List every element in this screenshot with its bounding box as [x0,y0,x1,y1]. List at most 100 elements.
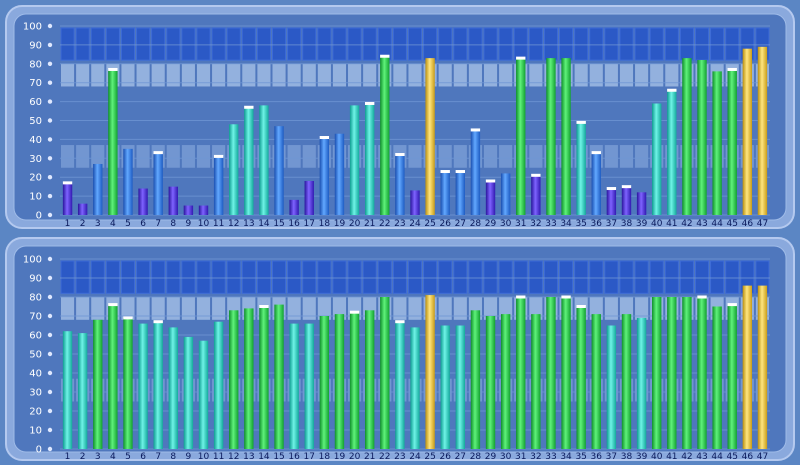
x-tick-label: 29 [485,452,497,462]
top-band-cell [453,27,468,61]
lower-tile [61,145,75,168]
top-band-cell [498,260,513,294]
bar-46 [742,285,753,449]
bar-6 [138,188,148,215]
bar-9 [183,336,194,449]
top-band-cell [710,260,725,294]
bar-cap [349,310,360,314]
top-band-cell [226,260,241,294]
top-band-cell [679,260,694,294]
top-band-cell [559,27,574,61]
x-tick-label: 10 [198,219,210,229]
top-band-cell [60,27,75,61]
x-tick-label: 16 [288,219,300,229]
y-tick-dot [47,256,53,262]
top-band-cell [604,27,619,61]
x-tick-label: 47 [757,452,768,462]
upper-tile [332,297,347,320]
bar-44 [712,306,722,449]
x-tick-label: 13 [243,452,254,462]
bar-37 [606,325,617,449]
top-band-cell [423,260,438,294]
bar-31 [516,58,526,215]
x-tick-label: 33 [545,452,556,462]
bar-4 [108,304,118,449]
x-tick-label: 7 [155,452,161,462]
bar-cap [108,303,118,307]
bar-20 [349,105,360,215]
y-tick-dot [47,294,53,300]
top-band-cell [407,27,423,61]
top-band-cell [287,27,302,61]
top-band-cell [528,260,543,294]
bar-24 [410,190,420,215]
top-band-cell [423,27,438,61]
upper-tile [257,63,271,87]
lower-tile [604,145,618,168]
upper-tile [665,63,679,87]
upper-tile [408,63,422,87]
bar-16 [289,199,299,215]
x-tick-label: 2 [80,452,86,462]
bar-27 [455,325,466,449]
top-band-cell [362,27,377,61]
bar-12 [229,124,239,215]
x-tick-label: 28 [470,452,482,462]
x-tick-label: 20 [349,219,361,229]
bar-30 [500,314,511,449]
top-band-cell [256,27,271,61]
x-tick-label: 39 [636,219,648,229]
y-tick-dot [47,61,53,66]
bar-36 [591,152,601,215]
top-band-cell [377,260,392,294]
lower-tile [619,145,634,168]
bar-37 [606,188,617,215]
x-tick-label: 34 [560,219,572,229]
y-tick-label: 60 [29,331,42,342]
y-tick-dot [47,389,53,395]
x-tick-label: 30 [500,452,512,462]
top-band-cell [634,260,649,294]
x-tick-label: 15 [273,452,284,462]
top-band-cell [559,260,574,294]
upper-tile [332,63,347,87]
bar-33 [546,58,556,215]
y-tick-label: 30 [29,154,42,165]
upper-tile [121,297,135,320]
lower-tile [181,145,195,168]
x-tick-label: 46 [742,219,754,229]
bar-17 [304,323,314,449]
y-tick-dot [47,156,53,161]
y-tick-label: 20 [29,407,42,418]
x-tick-label: 26 [439,452,451,462]
lower-tile [196,145,211,168]
upper-tile [151,63,165,87]
bar-18 [319,316,330,449]
y-tick-dot [47,175,53,180]
x-tick-label: 40 [651,219,663,229]
bar-38 [621,186,632,215]
bar-3 [93,319,103,449]
lower-tile [76,145,90,168]
bar-23 [395,154,405,215]
x-tick-label: 16 [288,452,300,462]
bar-16 [289,323,299,449]
top-band-cell [317,260,332,294]
bar-23 [395,321,405,449]
y-tick-label: 0 [36,211,42,222]
top-band-cell [211,27,226,61]
x-tick-label: 45 [727,452,738,462]
lower-tile [302,145,316,168]
upper-tile [483,297,498,320]
top-band-cell [181,27,196,61]
bar-17 [304,180,314,215]
upper-tile [302,63,316,87]
upper-tile [393,297,407,320]
x-tick-label: 25 [424,452,435,462]
upper-tile [151,297,165,320]
bar-1 [62,331,73,449]
bar-36 [591,314,601,449]
x-tick-label: 36 [591,219,603,229]
bar-41 [667,297,677,449]
upper-tile [272,63,286,87]
